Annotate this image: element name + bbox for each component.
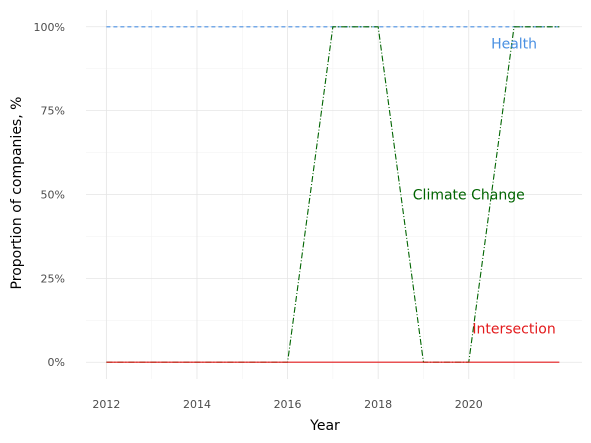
y-tick-label: 50% [41,189,65,202]
series-label-climate-change: Climate Change [413,188,525,204]
y-axis-title: Proportion of companies, % [9,97,25,290]
series-labels: Health Climate Change Intersection [413,37,556,338]
series-line-climate-change [106,26,560,363]
x-tick-label: 2012 [92,398,120,411]
x-tick-label: 2020 [455,398,483,411]
x-tick-labels: 2012 2014 2016 2018 2020 [92,398,482,411]
x-axis-title: Year [309,418,340,434]
x-tick-label: 2016 [274,398,302,411]
y-tick-label: 100% [34,21,65,34]
x-tick-label: 2014 [183,398,211,411]
x-tick-label: 2018 [364,398,392,411]
series-label-health: Health [491,37,537,53]
series-lines [106,26,560,363]
y-tick-labels: 0% 25% 50% 75% 100% [34,21,65,369]
y-tick-label: 75% [41,105,65,118]
y-tick-label: 25% [41,272,65,285]
series-label-intersection: Intersection [472,322,555,338]
grid [86,10,582,379]
y-tick-label: 0% [48,356,65,369]
